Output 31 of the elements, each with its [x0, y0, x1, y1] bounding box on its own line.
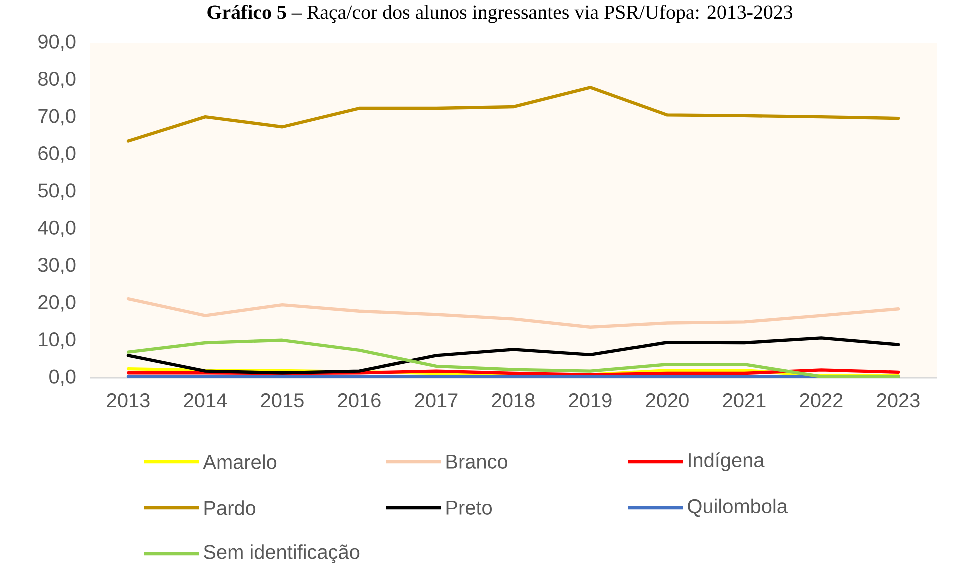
- x-tick-label: 2013: [107, 394, 150, 408]
- legend-label: Sem identificação: [204, 544, 360, 564]
- x-tick-label: 2017: [415, 394, 458, 408]
- y-tick-label: 50,0: [38, 184, 76, 200]
- y-tick-label: 0,0: [50, 370, 76, 386]
- y-tick-label: 80,0: [38, 72, 76, 88]
- y-tick-label: 40,0: [38, 220, 76, 238]
- legend-label: Branco: [446, 455, 508, 469]
- y-tick-label: 20,0: [38, 295, 76, 312]
- x-tick-label: 2016: [338, 394, 381, 408]
- chart-title: Gráfico 5 – Raça/cor dos alunos ingressantes via PSR/Ufopa: 2013-2023: [208, 4, 793, 24]
- y-tick-label: 70,0: [38, 109, 76, 126]
- x-tick-label: 2023: [877, 394, 920, 408]
- x-tick-label: 2022: [800, 394, 843, 408]
- legend-label: Pardo: [204, 500, 256, 516]
- legend-label: Quilombola: [688, 498, 788, 518]
- legend-label: Amarelo: [203, 454, 277, 470]
- y-tick-label: 30,0: [38, 258, 76, 275]
- x-tick-label: 2020: [646, 394, 689, 408]
- x-tick-label: 2018: [492, 394, 535, 408]
- x-tick-label: 2014: [184, 394, 228, 408]
- line-series: [126, 297, 900, 329]
- x-tick-label: 2021: [723, 394, 766, 408]
- x-tick-label: 2019: [569, 394, 612, 408]
- y-tick-label: 90,0: [38, 34, 76, 52]
- y-tick-label: 10,0: [39, 332, 76, 350]
- line-series: [126, 86, 900, 143]
- y-tick-label: 60,0: [38, 146, 76, 163]
- legend-label: Indígena: [689, 452, 765, 472]
- x-tick-label: 2015: [261, 394, 304, 408]
- legend-label: Preto: [446, 501, 492, 515]
